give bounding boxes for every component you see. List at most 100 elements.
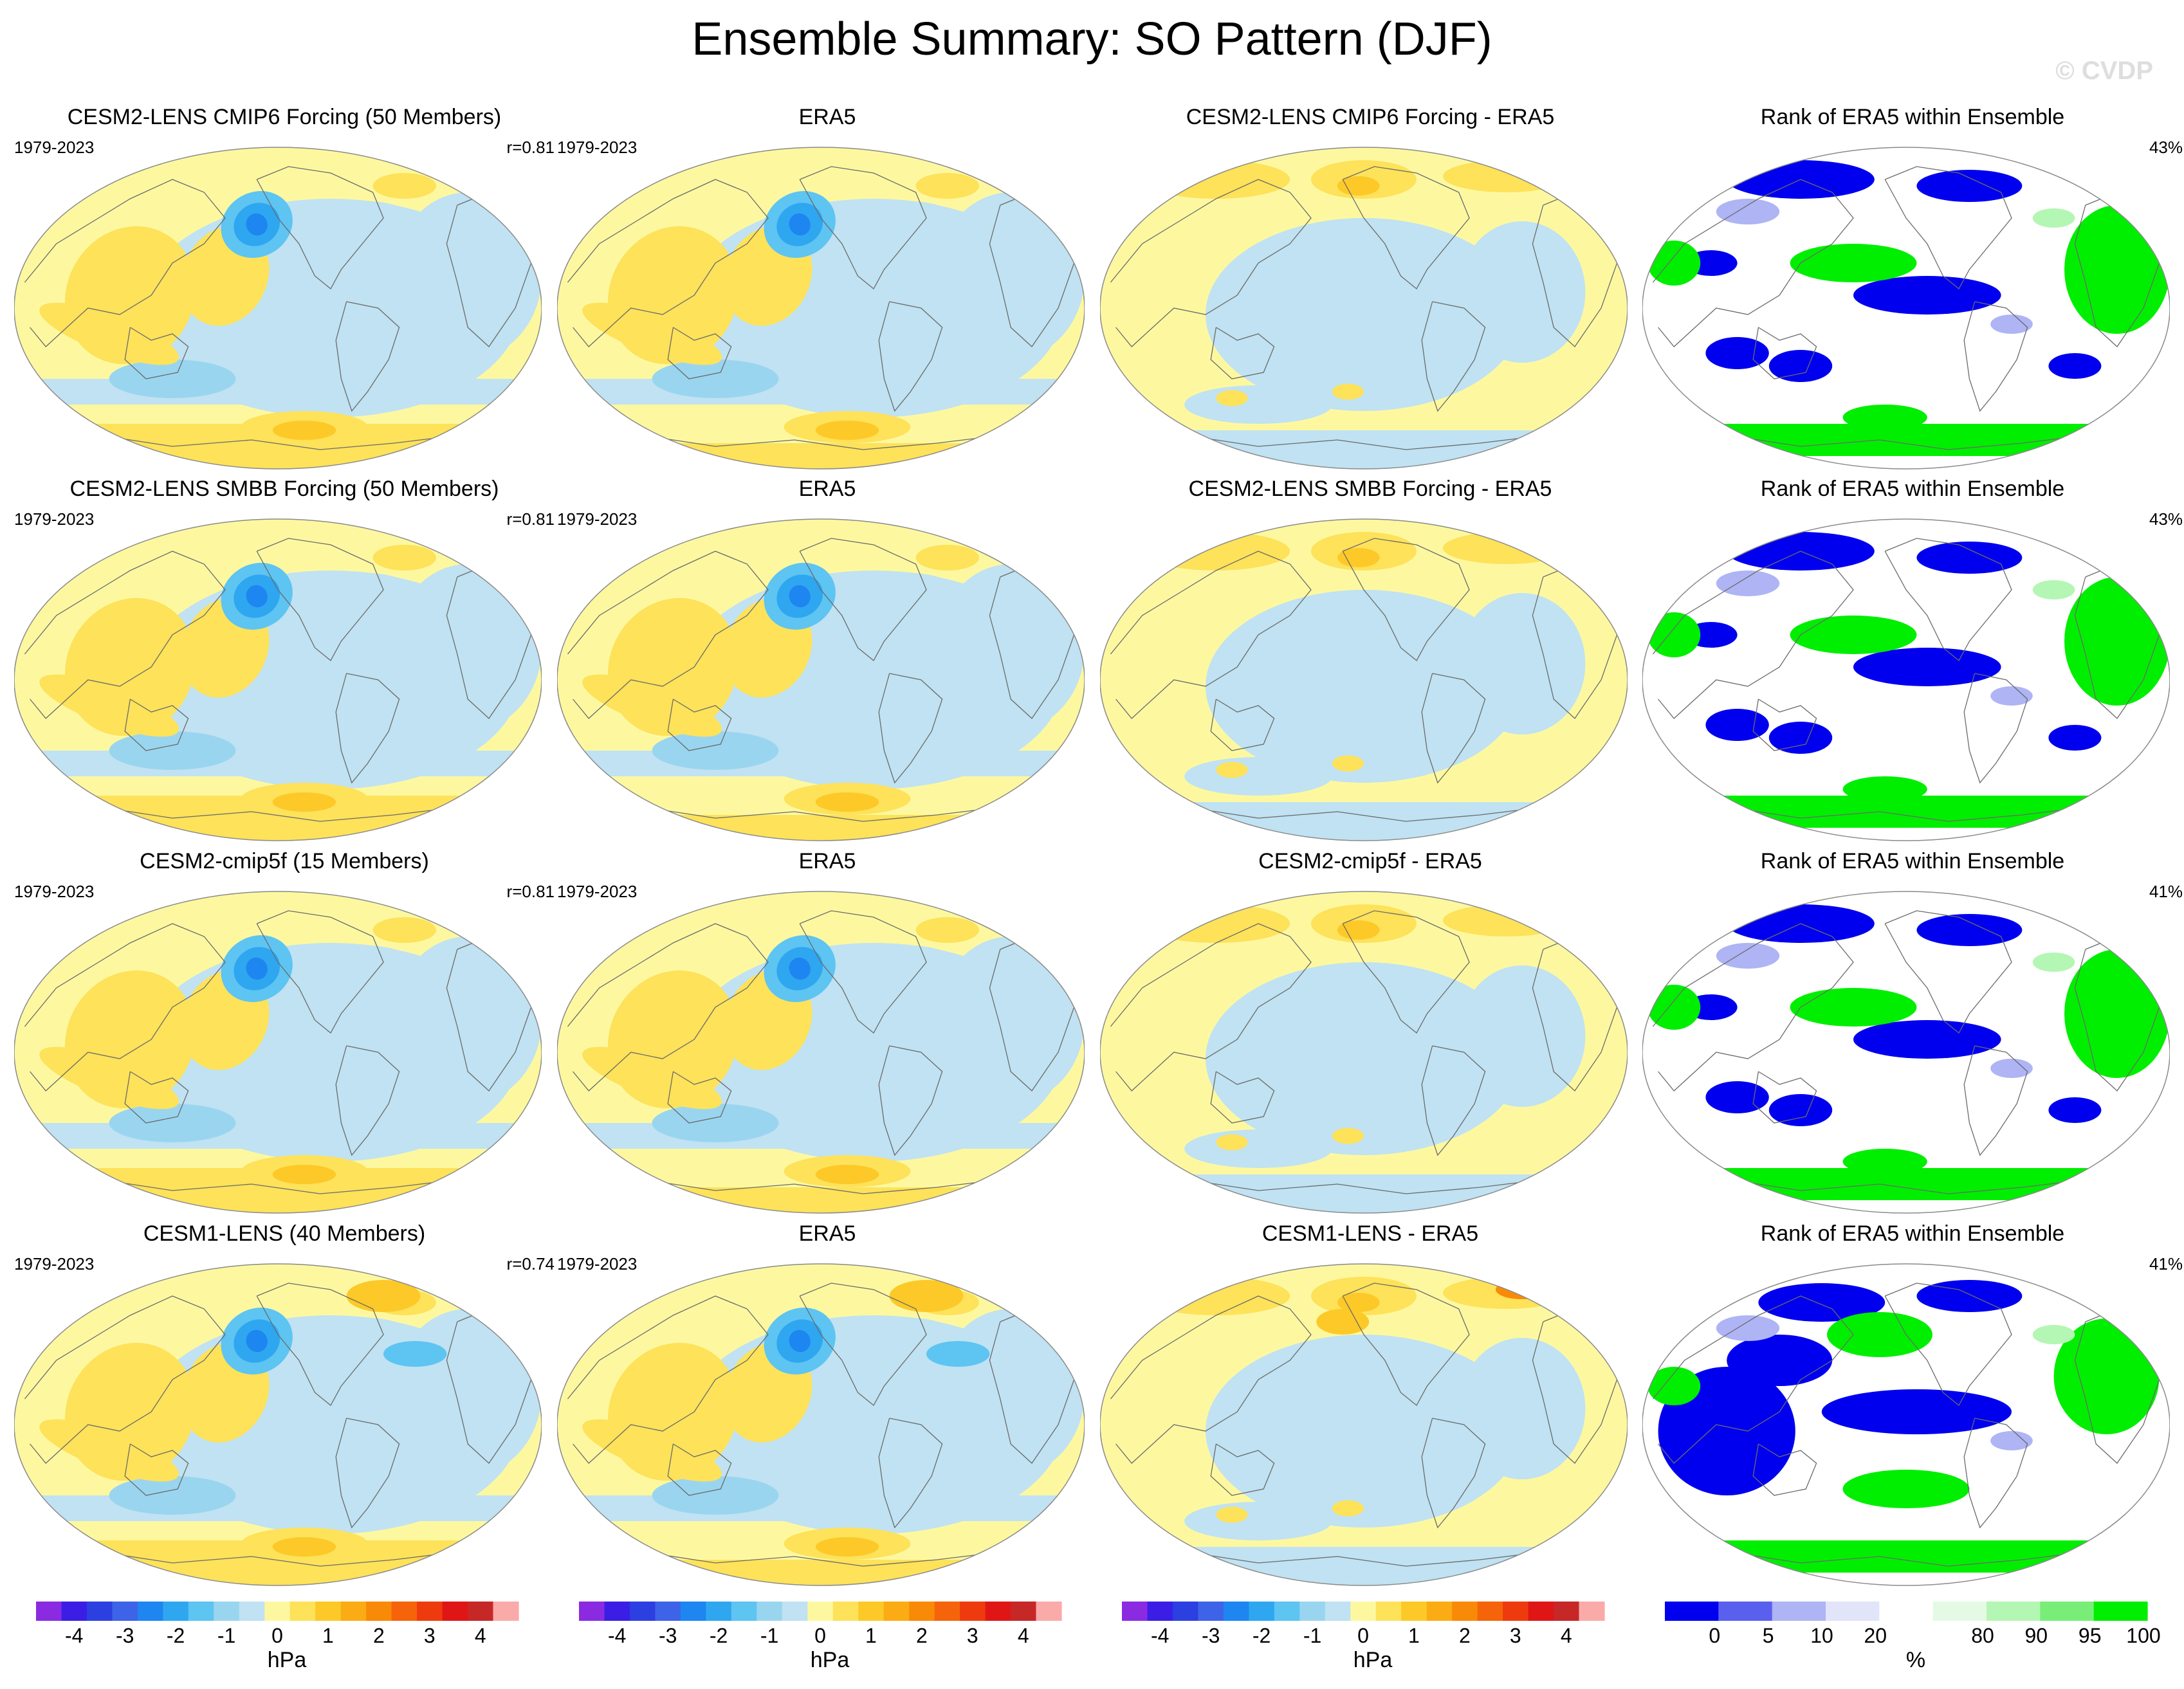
coastline	[1421, 1418, 1486, 1529]
difference-panel: CESM2-LENS CMIP6 Forcing - ERA5	[1100, 104, 1640, 471]
colorbar-tick-label: -3	[1202, 1624, 1220, 1647]
panel-title: Rank of ERA5 within Ensemble	[1760, 1221, 2065, 1246]
rank-panel-map	[1642, 891, 2170, 1214]
negative-anomaly	[109, 360, 236, 398]
colorbar-tick-label: 3	[424, 1624, 436, 1647]
colorbar-tick-label: 1	[322, 1624, 334, 1647]
colorbar-swatch	[315, 1602, 342, 1621]
coastline	[335, 1045, 400, 1156]
coastline	[24, 1295, 226, 1464]
coastline	[124, 698, 189, 751]
colorbar-swatch	[1198, 1602, 1224, 1621]
negative-anomaly	[1206, 218, 1522, 411]
colorbar-swatch	[960, 1602, 986, 1621]
colorbar-unit: hPa	[1353, 1648, 1393, 1672]
positive-anomaly	[1332, 755, 1364, 772]
positive-anomaly	[1332, 383, 1364, 400]
colorbar-tick-label: -3	[659, 1624, 677, 1647]
negative-anomaly	[1184, 1129, 1332, 1168]
pressure-colorbar: -4 -3 -2 -1 0 1 2 3 4 hPa	[1122, 1602, 1624, 1685]
difference-panel-map	[1100, 891, 1628, 1214]
coastline	[1752, 1071, 1817, 1124]
difference-panel-map	[1100, 147, 1628, 470]
positive-anomaly	[346, 1280, 421, 1312]
colorbar-swatch	[1665, 1602, 1719, 1621]
coastline	[878, 673, 943, 784]
colorbar-swatch	[188, 1602, 214, 1621]
colorbar-tick-label: 4	[1018, 1624, 1029, 1647]
rank-high-region	[1642, 424, 2170, 456]
positive-anomaly	[39, 302, 179, 365]
colorbar-swatch	[1011, 1602, 1037, 1621]
colorbar-swatch	[1772, 1602, 1826, 1621]
coastline	[1737, 1553, 2075, 1567]
pattern-correlation: r=0.81	[506, 138, 555, 157]
map-fill	[557, 147, 1085, 469]
coastline	[652, 1553, 990, 1567]
coastline	[567, 1295, 769, 1464]
map-fill	[1642, 891, 2170, 1213]
rank-high-region	[1647, 241, 1701, 286]
coastline	[799, 538, 927, 661]
negative-anomaly	[394, 1309, 542, 1476]
watermark-logo: © CVDP	[2055, 57, 2153, 85]
model-panel: CESM1-LENS (40 Members) 1979-2023 r=0.74	[14, 1221, 555, 1587]
panel-title: CESM2-cmip5f - ERA5	[1258, 849, 1482, 873]
colorbar-swatch	[340, 1602, 367, 1621]
model-panel-map	[14, 147, 542, 470]
colorbar-swatch	[2040, 1602, 2095, 1621]
coastline	[109, 1553, 447, 1567]
colorbar-tick-label: 0	[1709, 1624, 1720, 1647]
panel-title: CESM2-LENS CMIP6 Forcing (50 Members)	[67, 105, 502, 129]
coastline	[667, 698, 732, 751]
map-border	[1642, 147, 2170, 470]
coastline	[1752, 327, 1817, 379]
difference-panel: CESM1-LENS - ERA5	[1100, 1221, 1640, 1587]
rank-panel-map	[1642, 147, 2170, 470]
rank-low-region	[2048, 1097, 2102, 1123]
colorbar-swatch	[934, 1602, 960, 1621]
rank-low-region	[1768, 350, 1833, 382]
era5-panel: ERA5 1979-2023	[557, 104, 1097, 471]
colorbar-unit: hPa	[267, 1648, 307, 1672]
colorbar-swatch	[1249, 1602, 1275, 1621]
coastline	[256, 910, 384, 1034]
colorbar-tick-label: 3	[1510, 1624, 1521, 1647]
colorbar-tick-label: -2	[1253, 1624, 1271, 1647]
negative-anomaly	[937, 936, 1085, 1104]
rank-high-region	[2053, 1319, 2160, 1434]
colorbar-swatch	[1718, 1602, 1773, 1621]
panel-title: CESM2-LENS SMBB Forcing (50 Members)	[69, 477, 499, 501]
colorbar-swatch	[604, 1602, 630, 1621]
coastline	[1737, 808, 2075, 822]
colorbar-swatch	[680, 1602, 706, 1621]
era5-panel: ERA5 1979-2023	[557, 848, 1097, 1215]
positive-anomaly	[815, 421, 879, 440]
map-fill	[557, 1264, 1085, 1585]
colorbar-swatch	[86, 1602, 113, 1621]
coastline	[256, 166, 384, 289]
colorbar-swatch	[858, 1602, 885, 1621]
rank-low-region	[1916, 914, 2023, 946]
rank-high-region	[1647, 612, 1701, 657]
positive-anomaly	[1337, 1293, 1380, 1312]
positive-anomaly	[272, 1537, 336, 1557]
coastline	[1963, 1045, 2028, 1156]
map-border	[14, 518, 542, 841]
positive-anomaly	[1443, 160, 1570, 192]
map-border	[1100, 518, 1628, 841]
positive-anomaly	[582, 1419, 722, 1482]
rank-high-region	[1790, 988, 1917, 1027]
colorbar-tick-label: -3	[116, 1624, 134, 1647]
colorbar-swatch	[417, 1602, 443, 1621]
negative-anomaly	[652, 360, 779, 398]
coastline	[1963, 1418, 2028, 1529]
colorbar-unit: %	[1905, 1648, 1926, 1672]
colorbar-swatch	[1147, 1602, 1173, 1621]
colorbar-swatch	[468, 1602, 494, 1621]
positive-anomaly	[1443, 904, 1570, 936]
rank-low-region	[1853, 276, 2001, 315]
positive-anomaly	[1142, 904, 1290, 943]
colorbar-swatch	[1375, 1602, 1402, 1621]
rank-panel: Rank of ERA5 within Ensemble 43%	[1642, 476, 2183, 843]
